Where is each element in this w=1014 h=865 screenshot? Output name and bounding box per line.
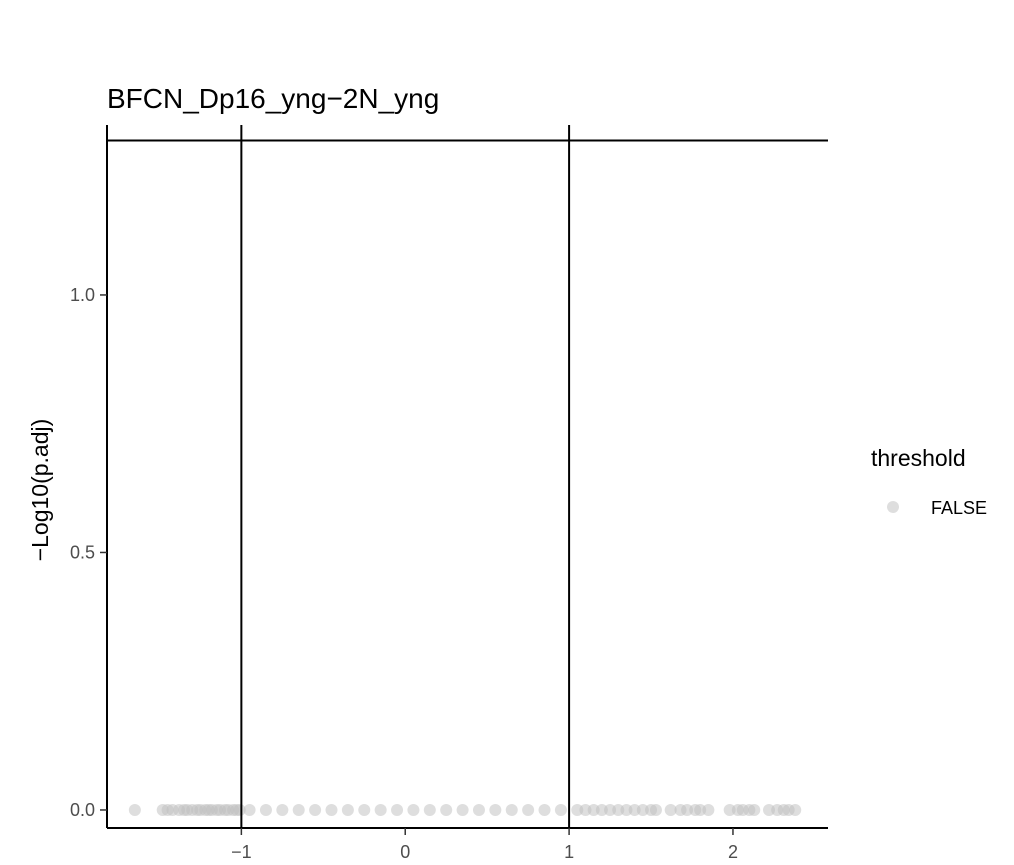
y-tick-label: 0.0 xyxy=(70,800,95,820)
data-point xyxy=(233,803,246,816)
data-point xyxy=(789,803,802,816)
legend-key-false xyxy=(887,501,899,513)
data-point xyxy=(128,803,141,816)
data-point xyxy=(538,803,551,816)
data-point xyxy=(456,803,469,816)
data-point xyxy=(309,803,322,816)
data-point xyxy=(664,803,677,816)
data-point xyxy=(374,803,387,816)
y-tick-label: 1.0 xyxy=(70,285,95,305)
data-point xyxy=(522,803,535,816)
legend: threshold FALSE xyxy=(871,445,987,518)
data-point xyxy=(292,803,305,816)
data-point xyxy=(554,803,567,816)
y-axis-title: −Log10(p.adj) xyxy=(27,419,53,562)
data-point xyxy=(407,803,420,816)
data-point xyxy=(472,803,485,816)
data-point xyxy=(423,803,436,816)
y-tick-label: 0.5 xyxy=(70,542,95,562)
data-point xyxy=(391,803,404,816)
axes: 0.0 0.5 1.0 −1 0 1 2 xyxy=(70,125,828,862)
x-tick-label: 1 xyxy=(564,842,574,862)
data-point xyxy=(341,803,354,816)
data-point xyxy=(325,803,338,816)
chart-title: BFCN_Dp16_yng−2N_yng xyxy=(107,83,439,114)
data-point xyxy=(358,803,371,816)
data-point xyxy=(748,803,761,816)
data-point xyxy=(276,803,289,816)
plot-area xyxy=(128,803,802,816)
x-tick-label: −1 xyxy=(231,842,252,862)
data-point xyxy=(259,803,272,816)
data-point xyxy=(489,803,502,816)
data-point xyxy=(649,803,662,816)
data-point xyxy=(505,803,518,816)
x-tick-label: 0 xyxy=(400,842,410,862)
legend-title: threshold xyxy=(871,445,966,471)
data-point xyxy=(702,803,715,816)
reference-lines xyxy=(107,125,828,828)
legend-label-false: FALSE xyxy=(931,498,987,518)
data-point xyxy=(440,803,453,816)
data-point xyxy=(243,803,256,816)
x-tick-label: 2 xyxy=(728,842,738,862)
